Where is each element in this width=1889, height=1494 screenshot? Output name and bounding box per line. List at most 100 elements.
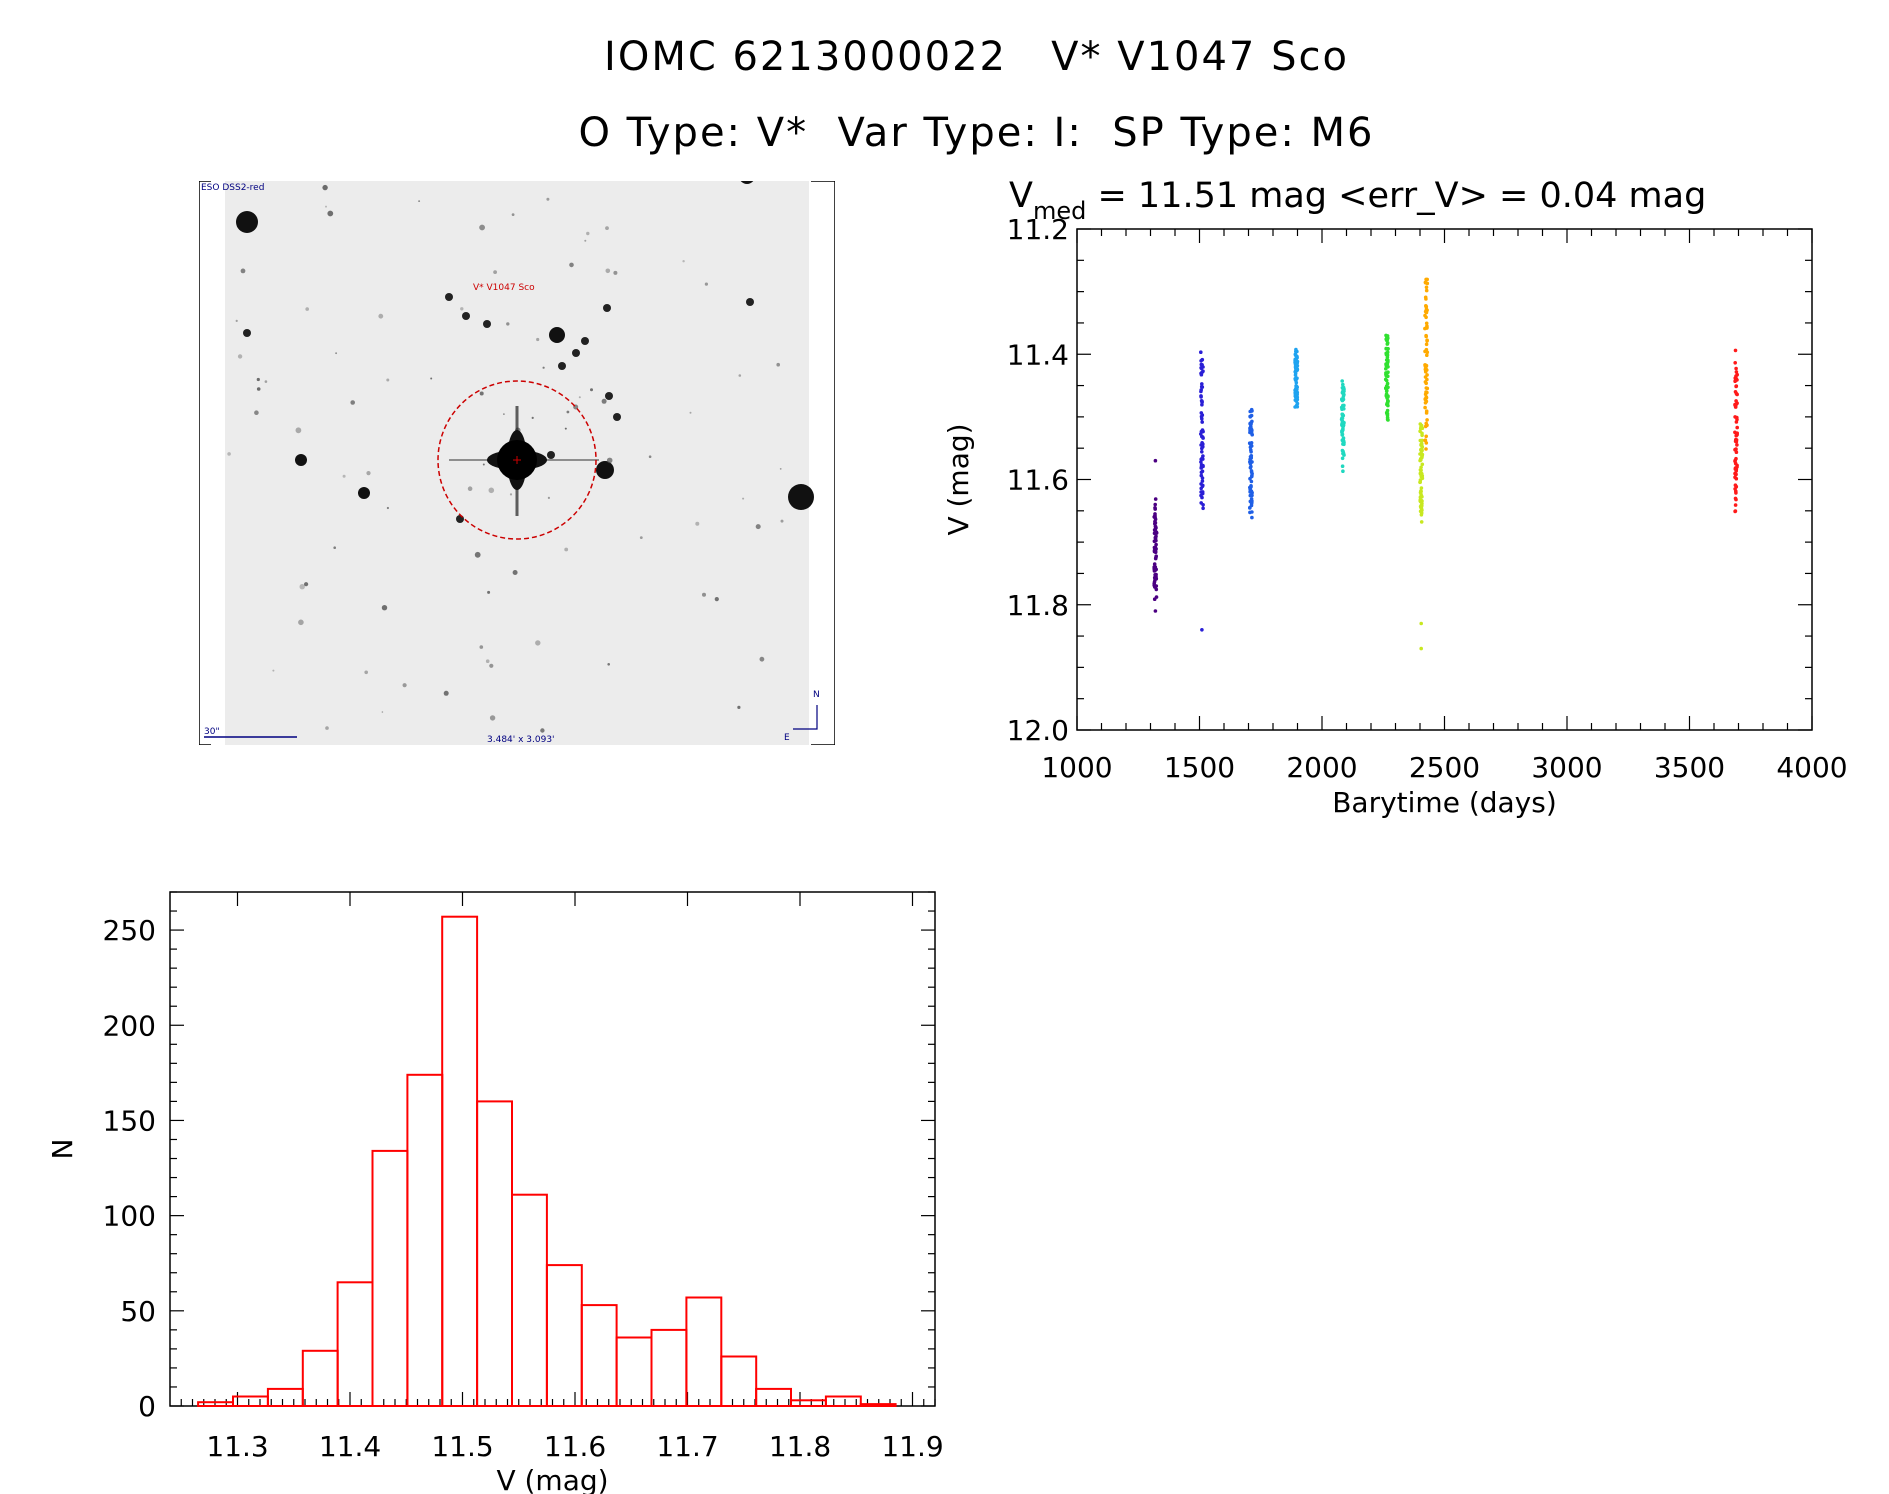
data-point bbox=[1200, 450, 1204, 454]
star bbox=[702, 592, 706, 597]
star bbox=[605, 268, 611, 274]
star bbox=[298, 619, 304, 626]
x-tick-label: 11.7 bbox=[656, 1430, 718, 1463]
data-point bbox=[1733, 348, 1738, 353]
data-point bbox=[1733, 503, 1738, 507]
star bbox=[487, 590, 491, 594]
star bbox=[746, 298, 754, 306]
star bbox=[418, 200, 420, 202]
star bbox=[256, 377, 260, 382]
data-point bbox=[1423, 438, 1427, 443]
star bbox=[386, 378, 390, 382]
data-point bbox=[1249, 493, 1254, 498]
data-point bbox=[1199, 460, 1203, 464]
data-point bbox=[1153, 497, 1158, 501]
star bbox=[381, 605, 388, 611]
chart-subtitle: O Type: V* Var Type: I: SP Type: M6 bbox=[578, 110, 1375, 156]
data-point bbox=[1340, 379, 1344, 383]
data-point bbox=[1153, 513, 1157, 518]
y-tick-label: 0 bbox=[138, 1390, 156, 1423]
star bbox=[462, 312, 470, 320]
y-tick-label: 11.4 bbox=[1007, 338, 1069, 371]
data-point bbox=[1153, 524, 1158, 529]
star bbox=[358, 487, 370, 499]
data-point bbox=[1734, 370, 1739, 374]
data-point bbox=[1199, 399, 1204, 403]
data-point bbox=[1424, 421, 1428, 426]
series-7 bbox=[1423, 277, 1430, 451]
x-tick-label: 11.4 bbox=[319, 1430, 381, 1463]
data-point bbox=[1153, 585, 1157, 589]
data-point bbox=[1424, 315, 1428, 320]
data-point bbox=[1424, 363, 1429, 368]
data-point bbox=[1295, 397, 1300, 402]
x-tick-label: 4000 bbox=[1776, 751, 1847, 784]
star bbox=[607, 663, 610, 666]
data-point bbox=[1419, 448, 1424, 452]
data-point bbox=[1733, 459, 1737, 464]
y-tick-label: 11.8 bbox=[1007, 589, 1069, 622]
data-point bbox=[1341, 423, 1346, 428]
data-point bbox=[1424, 285, 1429, 290]
data-point bbox=[1200, 363, 1204, 367]
star bbox=[254, 410, 259, 415]
y-axis-label: N bbox=[46, 1139, 79, 1160]
histogram-bar bbox=[720, 1355, 758, 1407]
data-point bbox=[1295, 367, 1300, 371]
data-point bbox=[1248, 510, 1252, 515]
data-point bbox=[1248, 499, 1253, 504]
star bbox=[531, 416, 534, 419]
star bbox=[456, 515, 464, 523]
star bbox=[606, 457, 613, 464]
data-point bbox=[1419, 646, 1423, 651]
star bbox=[689, 411, 692, 414]
data-point bbox=[1248, 506, 1252, 510]
data-point bbox=[1424, 288, 1429, 293]
data-point bbox=[1342, 442, 1346, 447]
star bbox=[759, 656, 765, 662]
x-tick-label: 3500 bbox=[1654, 751, 1725, 784]
star bbox=[737, 705, 741, 710]
star bbox=[482, 463, 485, 466]
x-axis-label: Barytime (days) bbox=[1332, 786, 1557, 819]
star bbox=[536, 337, 540, 342]
data-point bbox=[1200, 628, 1204, 632]
data-point bbox=[1420, 438, 1424, 443]
fov-label: 3.484' x 3.093' bbox=[487, 735, 555, 745]
star bbox=[613, 270, 618, 275]
data-point bbox=[1248, 455, 1253, 459]
star bbox=[535, 640, 541, 646]
y-tick-label: 100 bbox=[103, 1200, 156, 1233]
star bbox=[485, 659, 490, 663]
data-point bbox=[1153, 536, 1158, 540]
data-point bbox=[1153, 507, 1157, 511]
data-point bbox=[1385, 415, 1390, 420]
data-point bbox=[1199, 411, 1204, 415]
star bbox=[236, 211, 258, 233]
data-point bbox=[1425, 353, 1429, 357]
series-1 bbox=[1199, 350, 1205, 632]
data-point bbox=[1200, 484, 1205, 489]
star bbox=[237, 354, 243, 359]
data-point bbox=[1341, 382, 1345, 387]
x-tick-label: 3000 bbox=[1531, 751, 1602, 784]
data-point bbox=[1420, 462, 1425, 467]
star bbox=[569, 262, 574, 268]
star bbox=[378, 313, 384, 319]
data-point bbox=[1341, 451, 1345, 456]
data-point bbox=[1248, 414, 1252, 419]
y-tick-label: 12.0 bbox=[1007, 714, 1069, 747]
data-point bbox=[1154, 542, 1158, 547]
y-tick-label: 250 bbox=[103, 914, 156, 947]
data-point bbox=[1295, 401, 1300, 406]
data-point bbox=[1248, 426, 1252, 430]
data-point bbox=[1153, 609, 1158, 613]
star bbox=[779, 468, 782, 470]
data-point bbox=[1418, 458, 1422, 463]
data-point bbox=[1250, 471, 1254, 476]
data-point bbox=[1385, 338, 1389, 343]
star bbox=[547, 451, 555, 459]
data-point bbox=[1293, 405, 1297, 409]
star bbox=[512, 570, 518, 575]
data-point bbox=[1248, 476, 1252, 481]
